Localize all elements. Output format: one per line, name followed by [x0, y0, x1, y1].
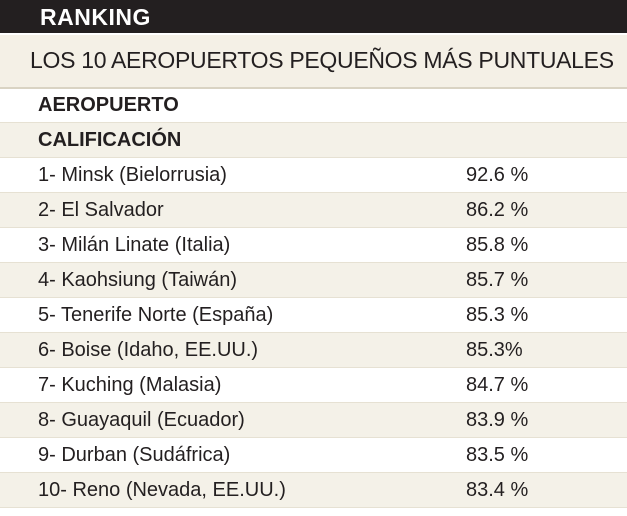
table-row: 3- Milán Linate (Italia) 85.8 %	[0, 228, 627, 263]
table: AEROPUERTO CALIFICACIÓN 1- Minsk (Bielorru…	[0, 88, 627, 508]
airport: 1- Minsk (Bielorrusia)	[38, 164, 227, 186]
column-header: CALIFICACIÓN	[38, 129, 182, 151]
header-row: CALIFICACIÓN	[0, 123, 627, 158]
score: 85.3 %	[466, 304, 529, 326]
airport: 10- Reno (Nevada, EE.UU.)	[38, 479, 286, 501]
score: 85.3%	[466, 339, 523, 361]
airport: 2- El Salvador	[38, 199, 164, 221]
title: RANKING	[40, 4, 151, 30]
score: 83.5 %	[466, 444, 529, 466]
airport: 7- Kuching (Malasia)	[38, 374, 222, 396]
subtitle-band: LOS 10 AEROPUERTOS PEQUEÑOS MÁS PUNTUALE…	[0, 33, 627, 89]
score: 85.8 %	[466, 234, 529, 256]
subtitle: LOS 10 AEROPUERTOS PEQUEÑOS MÁS PUNTUALE…	[30, 47, 614, 73]
airport: 5- Tenerife Norte (España)	[38, 304, 274, 326]
table-row: 2- El Salvador 86.2 %	[0, 193, 627, 228]
header-row: AEROPUERTO	[0, 88, 627, 123]
score: 83.4 %	[466, 479, 529, 501]
score: 83.9 %	[466, 409, 529, 431]
score: 84.7 %	[466, 374, 529, 396]
table-row: 5- Tenerife Norte (España) 85.3 %	[0, 298, 627, 333]
score: 85.7 %	[466, 269, 529, 291]
airport: 3- Milán Linate (Italia)	[38, 234, 231, 256]
table-row: 7- Kuching (Malasia) 84.7 %	[0, 368, 627, 403]
airport: 4- Kaohsiung (Taiwán)	[38, 269, 237, 291]
title-bar: RANKING	[0, 0, 627, 33]
column-header: AEROPUERTO	[38, 94, 179, 116]
airport: 9- Durban (Sudáfrica)	[38, 444, 231, 466]
table-row: 4- Kaohsiung (Taiwán) 85.7 %	[0, 263, 627, 298]
table-row: 6- Boise (Idaho, EE.UU.) 85.3%	[0, 333, 627, 368]
table-row: 10- Reno (Nevada, EE.UU.) 83.4 %	[0, 473, 627, 508]
airport: 6- Boise (Idaho, EE.UU.)	[38, 339, 259, 361]
table-row: 8- Guayaquil (Ecuador) 83.9 %	[0, 403, 627, 438]
score: 86.2 %	[466, 199, 529, 221]
table-row: 9- Durban (Sudáfrica) 83.5 %	[0, 438, 627, 473]
score: 92.6 %	[466, 164, 529, 186]
table-row: 1- Minsk (Bielorrusia) 92.6 %	[0, 158, 627, 193]
airport: 8- Guayaquil (Ecuador)	[38, 409, 245, 431]
